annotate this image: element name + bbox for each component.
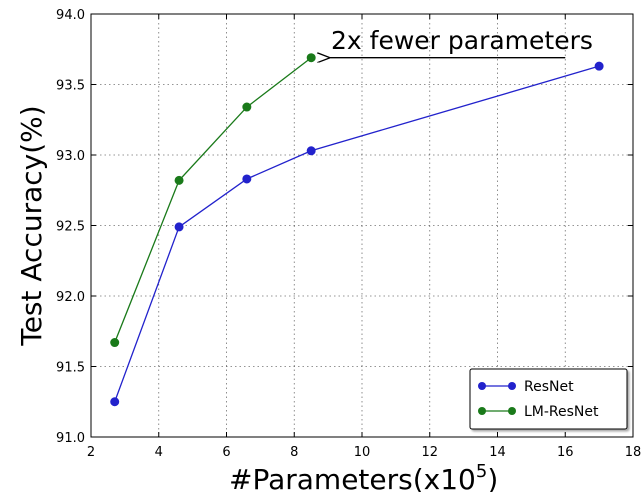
y-axis-title: Test Accuracy(%): [15, 105, 48, 346]
y-tick-label: 94.0: [56, 8, 85, 23]
x-tick-label: 14: [489, 445, 506, 460]
x-tick-label: 12: [421, 445, 438, 460]
x-tick-label: 2: [87, 445, 95, 460]
legend-label: ResNet: [524, 379, 574, 395]
series-line: [114, 57, 312, 343]
data-point: [110, 397, 120, 407]
series-lm-resnet: [110, 53, 316, 348]
data-point: [242, 102, 252, 112]
x-tick-label: 10: [354, 445, 371, 460]
data-point: [306, 53, 316, 63]
y-tick-label: 93.5: [56, 79, 85, 94]
y-tick-label: 91.5: [56, 361, 85, 376]
annotation-text: 2x fewer parameters: [331, 26, 593, 55]
series-line: [114, 65, 600, 402]
legend: ResNet LM-ResNet: [469, 368, 628, 430]
legend-item: ResNet: [478, 379, 574, 395]
legend-marker: [478, 382, 486, 390]
x-tick-label: 8: [290, 445, 298, 460]
data-point: [242, 174, 252, 184]
x-axis-title-suffix: ): [487, 463, 498, 492]
axis-titles: Test Accuracy(%) #Parameters(x105): [15, 105, 498, 496]
legend-marker: [508, 407, 516, 415]
data-point: [110, 338, 120, 348]
data-point: [594, 61, 604, 71]
x-tick-label: 6: [222, 445, 230, 460]
legend-box: [469, 368, 628, 430]
x-tick-label: 16: [557, 445, 574, 460]
y-tick-label: 93.0: [56, 149, 85, 164]
x-tick-label: 4: [155, 445, 163, 460]
series-resnet: [110, 61, 604, 407]
legend-marker: [478, 407, 486, 415]
y-tick-label: 92.0: [56, 290, 85, 305]
data-point: [306, 146, 316, 156]
axis-ticks: 2 4 6 8 10 12 14 16 18 91.0 91.5 92.0 92.5 93.0 93.5 94…: [56, 8, 641, 460]
x-tick-label: 18: [625, 445, 642, 460]
data-point: [174, 175, 184, 185]
x-axis-title-exponent: 5: [476, 461, 487, 482]
annotation: 2x fewer parameters: [329, 26, 593, 58]
legend-item: LM-ResNet: [478, 404, 599, 420]
series-layer: [110, 53, 604, 407]
y-tick-label: 91.0: [56, 431, 85, 446]
data-point: [174, 222, 184, 232]
x-axis-title-main: #Parameters(x10: [229, 463, 476, 492]
y-tick-label: 92.5: [56, 220, 85, 235]
legend-label: LM-ResNet: [524, 404, 599, 420]
legend-marker: [508, 382, 516, 390]
x-axis-title: #Parameters(x105): [229, 461, 498, 492]
